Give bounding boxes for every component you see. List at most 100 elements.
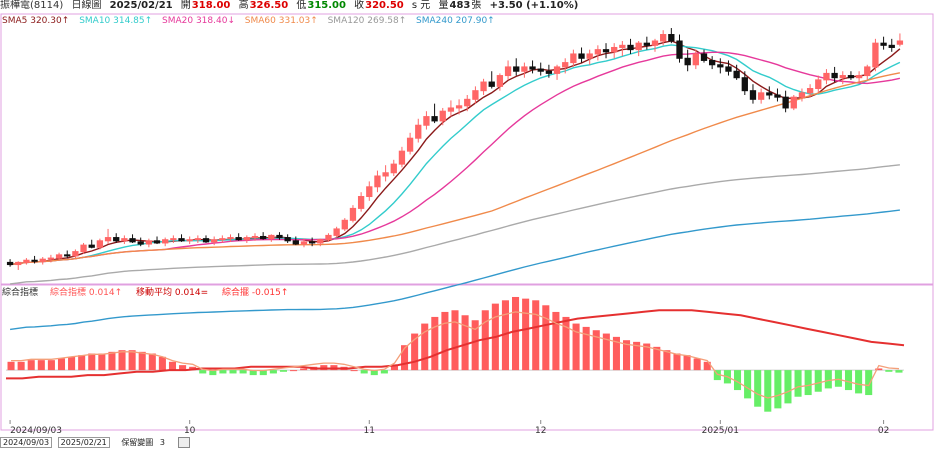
indicator-bar bbox=[229, 370, 237, 374]
candle-body bbox=[357, 196, 365, 209]
volume-label: 量 bbox=[438, 0, 449, 11]
keep-label: 保留變圖 bbox=[121, 438, 154, 447]
indicator-bar bbox=[108, 351, 116, 371]
indicator-bar bbox=[794, 370, 802, 397]
candle-body bbox=[423, 116, 430, 126]
indicator-legend-3: 綜合擺 -0.015↑ bbox=[222, 286, 288, 298]
candle-body bbox=[227, 237, 234, 240]
indicator-bar bbox=[673, 353, 681, 371]
keep-value[interactable]: 3 bbox=[159, 438, 165, 447]
candle-body bbox=[692, 53, 699, 66]
x-tick-label: 12 bbox=[535, 426, 546, 436]
candle-body bbox=[839, 75, 846, 79]
candle-body bbox=[586, 53, 593, 59]
quote-date: 2025/02/21 bbox=[109, 0, 173, 11]
indicator-bar bbox=[693, 358, 701, 371]
candle-body bbox=[15, 261, 22, 266]
candle-body bbox=[47, 257, 55, 260]
candle-body bbox=[374, 175, 381, 188]
indicator-bar bbox=[380, 370, 388, 374]
indicator-bar bbox=[824, 370, 832, 389]
indicator-bar bbox=[88, 353, 96, 371]
x-tick-label: 10 bbox=[184, 426, 196, 436]
indicator-bar bbox=[219, 370, 227, 374]
end-date-field[interactable]: 2025/02/21 bbox=[57, 437, 110, 448]
indicator-bar bbox=[572, 323, 580, 371]
candle-body bbox=[439, 110, 446, 122]
indicator-bar bbox=[118, 350, 126, 371]
indicator-bar bbox=[68, 356, 76, 371]
candle-body bbox=[292, 240, 299, 245]
candle-body bbox=[284, 237, 291, 242]
indicator-bar bbox=[57, 358, 66, 371]
indicator-bar bbox=[209, 370, 217, 376]
candle-body bbox=[390, 163, 397, 174]
open-label: 開 bbox=[180, 0, 191, 11]
indicator-bar bbox=[128, 350, 136, 371]
candle-body bbox=[64, 254, 71, 257]
indicator-bar bbox=[895, 370, 903, 373]
candle-body bbox=[847, 75, 855, 79]
indicator-bar bbox=[350, 370, 358, 372]
candle-body bbox=[88, 244, 95, 248]
candle-body bbox=[668, 34, 675, 42]
indicator-bar bbox=[855, 370, 863, 394]
indicator-bar bbox=[259, 370, 267, 376]
candle-body bbox=[545, 70, 553, 74]
candle-body bbox=[496, 75, 504, 87]
legend-sma10: SMA10 314.85↑ bbox=[79, 16, 152, 26]
candle-body bbox=[757, 92, 765, 100]
period-label: 日線圖 bbox=[71, 0, 102, 11]
candle-body bbox=[823, 72, 830, 81]
indicator-bar bbox=[290, 370, 298, 372]
candle-body bbox=[709, 59, 716, 66]
indicator-bar bbox=[421, 323, 429, 371]
candle-body bbox=[725, 66, 732, 72]
start-date-field[interactable]: 2024/09/03 bbox=[0, 437, 53, 448]
candle-body bbox=[635, 42, 642, 51]
candle-body bbox=[651, 40, 659, 46]
candle-body bbox=[104, 237, 112, 242]
indicator-bar bbox=[814, 370, 822, 392]
sma20-line bbox=[10, 51, 901, 266]
low-value: 315.00 bbox=[307, 0, 346, 11]
indicator-bar bbox=[622, 340, 631, 371]
candle-body bbox=[194, 238, 201, 241]
candle-body bbox=[676, 40, 683, 59]
candle-body bbox=[268, 234, 275, 240]
indicator-bar bbox=[47, 360, 55, 371]
candle-body bbox=[341, 219, 348, 230]
settings-icon[interactable] bbox=[177, 437, 190, 448]
candle-body bbox=[162, 239, 169, 244]
candle-body bbox=[72, 251, 79, 257]
indicator-bar bbox=[865, 370, 873, 396]
x-tick-label: 2025/01 bbox=[702, 426, 739, 436]
candle-body bbox=[96, 240, 104, 248]
candle-body bbox=[880, 42, 887, 46]
indicator-legend-1: 綜合指標 0.014↑ bbox=[50, 286, 122, 298]
indicator-bar bbox=[602, 333, 610, 371]
candle-body bbox=[219, 238, 226, 241]
candle-body bbox=[23, 259, 30, 263]
candle-body bbox=[415, 124, 422, 139]
candle-body bbox=[398, 150, 406, 165]
candle-body bbox=[611, 46, 618, 53]
candle-body bbox=[806, 88, 814, 94]
indicator-bar bbox=[733, 370, 742, 391]
indicator-bar bbox=[27, 360, 35, 371]
candle-body bbox=[643, 42, 650, 46]
indicator-bar bbox=[774, 370, 782, 409]
candle-body bbox=[186, 239, 193, 242]
indicator-bar bbox=[663, 350, 671, 371]
candle-body bbox=[537, 68, 544, 72]
symbol-name: 振樺電(8114) bbox=[0, 0, 64, 11]
candle-body bbox=[553, 66, 561, 74]
candle-body bbox=[80, 244, 87, 253]
indicator-bar bbox=[431, 316, 439, 371]
candle-body bbox=[521, 66, 528, 72]
candle-body bbox=[741, 77, 748, 92]
candle-body bbox=[333, 228, 340, 236]
indicator-legend-0: 綜合指標 bbox=[2, 286, 38, 298]
indicator-bar bbox=[532, 300, 540, 371]
candle-body bbox=[733, 70, 740, 79]
